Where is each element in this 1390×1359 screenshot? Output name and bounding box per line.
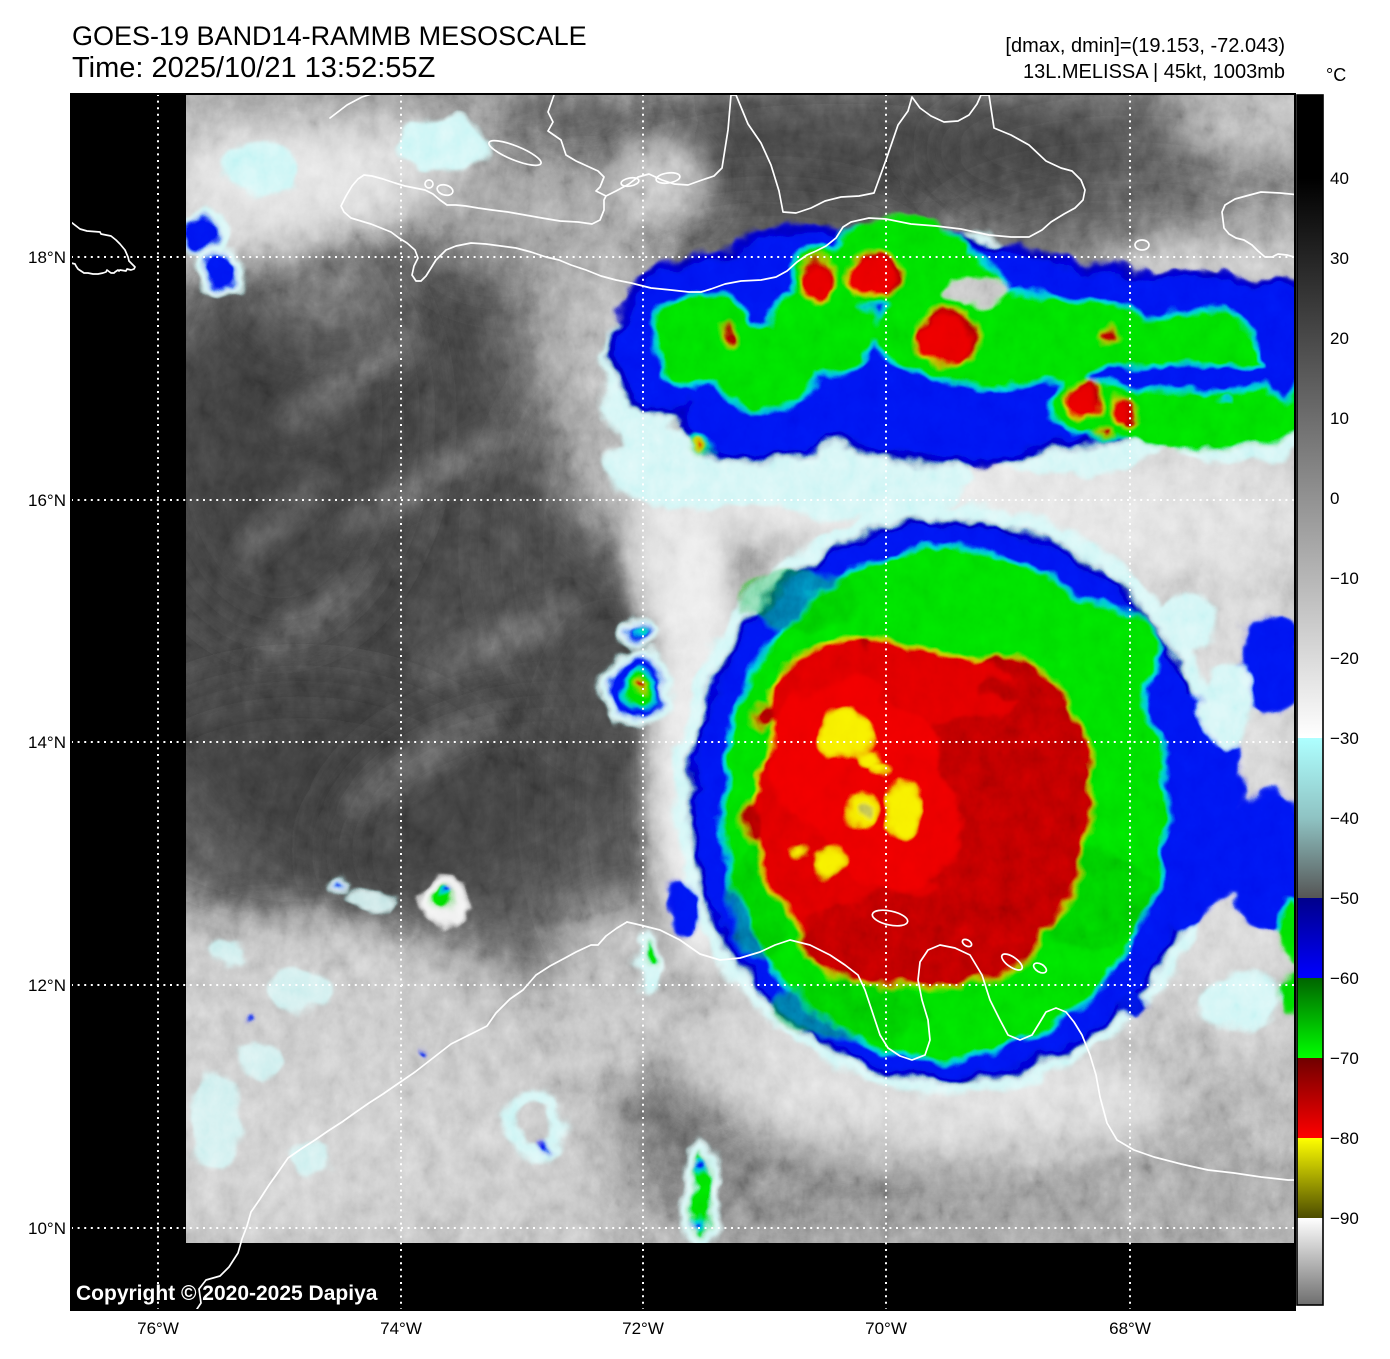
svg-text:68°W: 68°W	[1109, 1319, 1151, 1338]
svg-text:GOES-19 BAND14-RAMMB MESOSCALE: GOES-19 BAND14-RAMMB MESOSCALE	[72, 21, 587, 51]
svg-text:20: 20	[1330, 329, 1349, 348]
svg-text:76°W: 76°W	[137, 1319, 179, 1338]
svg-text:−80: −80	[1330, 1129, 1359, 1148]
svg-text:74°W: 74°W	[380, 1319, 422, 1338]
svg-text:−40: −40	[1330, 809, 1359, 828]
svg-text:Copyright © 2020-2025 Dapiya: Copyright © 2020-2025 Dapiya	[76, 1282, 378, 1305]
svg-text:10: 10	[1330, 409, 1349, 428]
svg-text:72°W: 72°W	[622, 1319, 664, 1338]
svg-text:−70: −70	[1330, 1049, 1359, 1068]
svg-text:Time: 2025/10/21 13:52:55Z: Time: 2025/10/21 13:52:55Z	[72, 52, 435, 84]
svg-text:12°N: 12°N	[28, 976, 66, 995]
svg-text:°C: °C	[1326, 65, 1346, 85]
svg-text:−90: −90	[1330, 1209, 1359, 1228]
svg-text:40: 40	[1330, 169, 1349, 188]
svg-text:−60: −60	[1330, 969, 1359, 988]
svg-text:16°N: 16°N	[28, 491, 66, 510]
svg-text:10°N: 10°N	[28, 1219, 66, 1238]
svg-text:18°N: 18°N	[28, 248, 66, 267]
svg-text:0: 0	[1330, 489, 1339, 508]
svg-text:14°N: 14°N	[28, 733, 66, 752]
svg-text:−20: −20	[1330, 649, 1359, 668]
svg-text:70°W: 70°W	[865, 1319, 907, 1338]
svg-text:−30: −30	[1330, 729, 1359, 748]
svg-text:−10: −10	[1330, 569, 1359, 588]
svg-text:30: 30	[1330, 249, 1349, 268]
svg-text:[dmax, dmin]=(19.153, -72.043): [dmax, dmin]=(19.153, -72.043)	[1005, 35, 1285, 57]
svg-text:13L.MELISSA | 45kt, 1003mb: 13L.MELISSA | 45kt, 1003mb	[1023, 61, 1285, 83]
svg-text:−50: −50	[1330, 889, 1359, 908]
